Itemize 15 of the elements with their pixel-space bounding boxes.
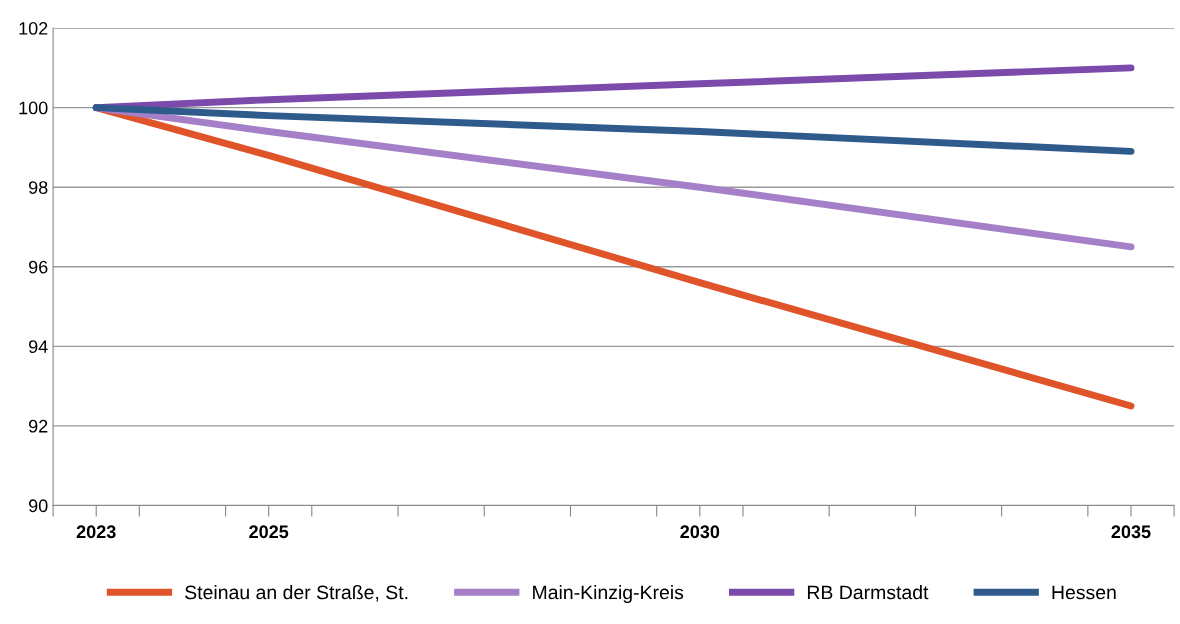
legend-label: Hessen bbox=[1052, 585, 1116, 600]
y-tick-label: 90 bbox=[29, 499, 48, 513]
x-tick-label: 2030 bbox=[680, 525, 720, 539]
x-tick-label: 2023 bbox=[76, 525, 116, 539]
y-tick-label: 102 bbox=[19, 22, 48, 35]
y-tick-label: 100 bbox=[19, 101, 48, 115]
y-tick-label: 92 bbox=[29, 419, 48, 433]
y-tick-label: 94 bbox=[29, 340, 48, 354]
legend-label: Main-Kinzig-Kreis bbox=[533, 585, 684, 604]
legend-label: RB Darmstadt bbox=[807, 585, 929, 600]
x-tick-label: 2025 bbox=[249, 525, 289, 539]
x-tick-label: 2035 bbox=[1111, 525, 1151, 539]
legend-label: Steinau an der Straße, St. bbox=[185, 585, 408, 602]
y-tick-label: 98 bbox=[29, 181, 48, 194]
y-tick-label: 96 bbox=[29, 260, 48, 274]
